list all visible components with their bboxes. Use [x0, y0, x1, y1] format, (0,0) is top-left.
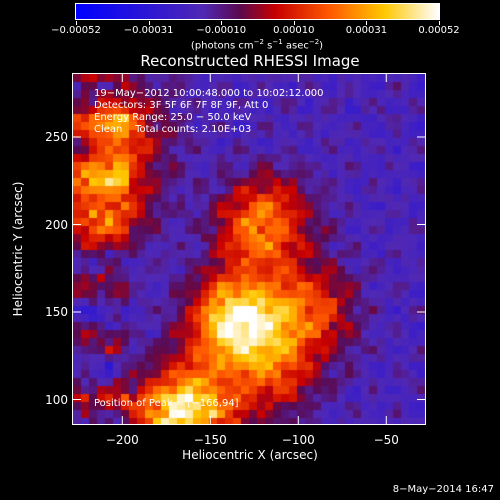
colorbar-tick-label: 0.00052 — [418, 25, 460, 36]
colorbar-tick — [76, 21, 77, 25]
colorbar-tick — [366, 21, 368, 25]
info-detectors: Detectors: 3F 5F 6F 7F 8F 9F, Att 0 — [94, 100, 269, 111]
colorbar — [75, 3, 440, 20]
x-tick-label: −200 — [105, 433, 139, 447]
plot-area[interactable] — [72, 73, 426, 425]
y-axis-label: Heliocentric Y (arcsec) — [11, 181, 25, 317]
y-tick-label: 150 — [45, 305, 68, 319]
x-tick-label: −150 — [193, 433, 227, 447]
colorbar-tick-label: −0.00010 — [196, 25, 247, 36]
colorbar-units: (photons cm−2 s−1 asec−2) — [190, 38, 324, 52]
colorbar-tick — [439, 21, 440, 25]
y-tick-label: 250 — [45, 130, 68, 144]
info-time-range: 19−May−2012 10:00:48.000 to 10:02:12.000 — [94, 88, 324, 99]
footer-date: 8−May−2014 16:47 — [392, 484, 494, 495]
y-tick-label: 100 — [45, 392, 68, 407]
colorbar-tick-label: 0.00031 — [345, 25, 388, 36]
rhessi-image[interactable] — [73, 74, 425, 424]
colorbar-tick — [148, 21, 150, 25]
x-tick-label: −100 — [281, 433, 315, 447]
colorbar-tick — [293, 21, 295, 25]
chart-title: Reconstructed RHESSI Image — [140, 52, 360, 70]
x-tick-label: −50 — [373, 433, 399, 447]
colorbar-tick-label: −0.00031 — [123, 25, 174, 36]
colorbar-tick — [221, 21, 223, 25]
info-clean-counts: Clean Total counts: 2.10E+03 — [94, 124, 252, 135]
colorbar-tick-label: −0.00052 — [51, 25, 101, 36]
x-axis-label: Heliocentric X (arcsec) — [182, 448, 318, 462]
peak-position: Position of Peak = [−166,94] — [94, 398, 239, 409]
info-energy-range: Energy Range: 25.0 − 50.0 keV — [94, 112, 252, 123]
colorbar-tick-label: 0.00010 — [273, 25, 315, 36]
y-tick-label: 200 — [45, 217, 68, 232]
